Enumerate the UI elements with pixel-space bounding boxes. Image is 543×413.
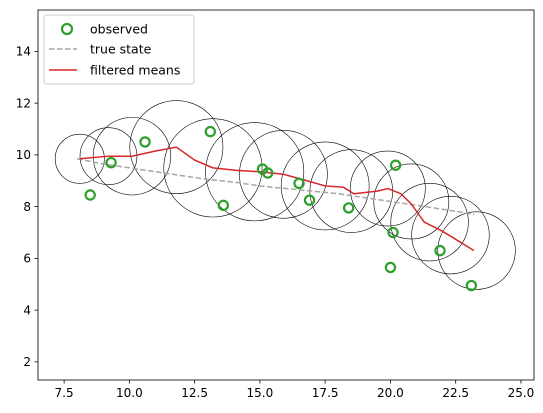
observed-point [465, 279, 478, 292]
uncertainty-circle [129, 100, 224, 195]
filtered-means-line [79, 146, 475, 252]
x-axis: 7.5 10.0 12.5 15.0 17.5 20.0 22.5 25.0 [55, 380, 535, 400]
observed-point [217, 199, 230, 212]
uncertainty-circle [92, 117, 172, 196]
x-tick-label: 20.0 [377, 386, 404, 400]
observed-point [303, 194, 316, 206]
x-tick-label: 22.5 [442, 386, 469, 400]
x-tick-label: 7.5 [55, 386, 74, 400]
uncertainty-circle [205, 122, 305, 222]
observed-point [105, 156, 117, 169]
y-tick-label: 2 [23, 355, 31, 369]
series-lines [77, 146, 475, 252]
legend-box [43, 14, 195, 85]
observed-point [204, 125, 216, 138]
legend-observed-label: observed [90, 22, 148, 37]
observed-point [387, 226, 399, 239]
uncertainty-circle [79, 127, 138, 185]
x-tick-label: 25.0 [508, 386, 535, 400]
y-tick-label: 10 [16, 148, 31, 162]
observed-point [384, 261, 397, 274]
uncertainty-circle [349, 150, 426, 227]
y-tick-label: 12 [16, 96, 31, 110]
true-state-line [77, 158, 475, 216]
legend: observed true state filtered means [43, 14, 195, 85]
legend-true-state-label: true state [90, 42, 152, 57]
observed-point [434, 244, 446, 257]
x-tick-label: 15.0 [247, 386, 274, 400]
uncertainty-circle [437, 211, 516, 290]
observed-point [139, 136, 151, 148]
y-tick-label: 4 [23, 303, 31, 317]
uncertainty-circle [163, 118, 263, 218]
x-tick-label: 10.0 [116, 386, 143, 400]
observed-point [293, 177, 305, 190]
x-tick-label: 12.5 [181, 386, 208, 400]
y-axis: 2 4 6 8 10 12 14 [16, 45, 38, 369]
observed-point [342, 202, 355, 214]
observed-point [262, 167, 274, 179]
uncertainty-circle [373, 163, 450, 240]
x-tick-label: 17.5 [312, 386, 339, 400]
observed-point [84, 189, 96, 201]
plot-frame [37, 9, 535, 381]
legend-filtered-means-label: filtered means [90, 63, 180, 78]
observed-points [84, 125, 478, 292]
uncertainty-circle [280, 141, 370, 231]
uncertainty-circle [390, 183, 469, 262]
uncertainty-circle [411, 195, 490, 275]
y-tick-label: 14 [16, 45, 31, 59]
uncertainty-circle [239, 130, 328, 219]
observed-point [389, 159, 402, 171]
uncertainty-circle [54, 133, 105, 184]
y-tick-label: 8 [23, 200, 31, 214]
legend-observed-marker [60, 22, 74, 36]
y-tick-label: 6 [23, 252, 31, 266]
